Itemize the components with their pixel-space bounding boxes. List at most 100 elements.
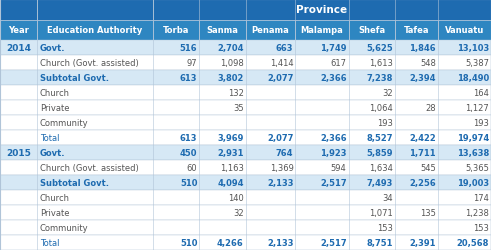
Text: 1,064: 1,064 bbox=[369, 104, 393, 113]
Bar bbox=[0, 175, 491, 190]
Text: Subtotal Govt.: Subtotal Govt. bbox=[40, 178, 109, 187]
Text: 5,387: 5,387 bbox=[465, 59, 489, 68]
Text: 19,003: 19,003 bbox=[457, 178, 489, 187]
Text: Year: Year bbox=[8, 26, 29, 35]
Text: 193: 193 bbox=[377, 119, 393, 128]
Text: 1,923: 1,923 bbox=[320, 148, 347, 158]
Text: 2015: 2015 bbox=[6, 148, 31, 158]
Text: 594: 594 bbox=[331, 164, 347, 172]
Text: Education Authority: Education Authority bbox=[47, 26, 142, 35]
Text: Total: Total bbox=[40, 134, 59, 142]
Text: 1,127: 1,127 bbox=[465, 104, 489, 113]
Text: Private: Private bbox=[40, 104, 69, 113]
Bar bbox=[153, 0, 491, 20]
Bar bbox=[199, 20, 246, 41]
Bar bbox=[395, 20, 438, 41]
Text: 1,711: 1,711 bbox=[409, 148, 436, 158]
Text: 7,238: 7,238 bbox=[367, 74, 393, 83]
Text: 1,613: 1,613 bbox=[369, 59, 393, 68]
Text: 20,568: 20,568 bbox=[457, 238, 489, 247]
Text: 764: 764 bbox=[276, 148, 294, 158]
Bar bbox=[0, 101, 491, 116]
Text: 60: 60 bbox=[187, 164, 197, 172]
Bar bbox=[37, 0, 153, 20]
Bar bbox=[0, 205, 491, 220]
Text: Church (Govt. assisted): Church (Govt. assisted) bbox=[40, 164, 138, 172]
Text: 7,493: 7,493 bbox=[367, 178, 393, 187]
Text: 2,133: 2,133 bbox=[267, 178, 294, 187]
Text: 2,931: 2,931 bbox=[218, 148, 244, 158]
Text: 193: 193 bbox=[473, 119, 489, 128]
Text: Vanuatu: Vanuatu bbox=[445, 26, 484, 35]
Text: 1,098: 1,098 bbox=[220, 59, 244, 68]
Text: 1,634: 1,634 bbox=[369, 164, 393, 172]
Text: 5,625: 5,625 bbox=[366, 44, 393, 53]
Text: 2,366: 2,366 bbox=[320, 74, 347, 83]
Text: 1,749: 1,749 bbox=[320, 44, 347, 53]
Bar bbox=[0, 235, 491, 250]
Bar bbox=[0, 116, 491, 130]
Text: 1,414: 1,414 bbox=[270, 59, 294, 68]
Text: 5,859: 5,859 bbox=[366, 148, 393, 158]
Text: 2,256: 2,256 bbox=[409, 178, 436, 187]
Text: 617: 617 bbox=[330, 59, 347, 68]
Text: Torba: Torba bbox=[163, 26, 190, 35]
Text: Total: Total bbox=[40, 238, 59, 247]
Text: 663: 663 bbox=[276, 44, 294, 53]
Text: Subtotal Govt.: Subtotal Govt. bbox=[40, 74, 109, 83]
Bar bbox=[438, 20, 491, 41]
Bar bbox=[296, 20, 349, 41]
Text: Church: Church bbox=[40, 193, 70, 202]
Text: Community: Community bbox=[40, 119, 88, 128]
Text: 2,704: 2,704 bbox=[218, 44, 244, 53]
Text: 3,969: 3,969 bbox=[218, 134, 244, 142]
Text: 13,103: 13,103 bbox=[457, 44, 489, 53]
Text: 32: 32 bbox=[233, 208, 244, 217]
Text: 1,238: 1,238 bbox=[465, 208, 489, 217]
Text: 510: 510 bbox=[180, 178, 197, 187]
Text: 8,751: 8,751 bbox=[366, 238, 393, 247]
Text: 613: 613 bbox=[180, 74, 197, 83]
Text: 2,077: 2,077 bbox=[267, 74, 294, 83]
Text: 97: 97 bbox=[187, 59, 197, 68]
Text: 135: 135 bbox=[420, 208, 436, 217]
Text: 2,133: 2,133 bbox=[267, 238, 294, 247]
Bar bbox=[0, 160, 491, 175]
Bar bbox=[0, 20, 37, 41]
Text: 2,517: 2,517 bbox=[320, 238, 347, 247]
Text: 1,163: 1,163 bbox=[220, 164, 244, 172]
Bar bbox=[0, 56, 491, 71]
Text: 516: 516 bbox=[180, 44, 197, 53]
Text: Church (Govt. assisted): Church (Govt. assisted) bbox=[40, 59, 138, 68]
Bar bbox=[246, 20, 296, 41]
Text: 2014: 2014 bbox=[6, 44, 31, 53]
Text: Sanma: Sanma bbox=[207, 26, 239, 35]
Text: 2,391: 2,391 bbox=[409, 238, 436, 247]
Text: Province: Province bbox=[297, 5, 348, 15]
Text: 1,369: 1,369 bbox=[270, 164, 294, 172]
Text: 613: 613 bbox=[180, 134, 197, 142]
Text: 35: 35 bbox=[233, 104, 244, 113]
Text: 450: 450 bbox=[180, 148, 197, 158]
Text: Shefa: Shefa bbox=[358, 26, 385, 35]
Text: Private: Private bbox=[40, 208, 69, 217]
Bar bbox=[0, 220, 491, 235]
Text: 34: 34 bbox=[382, 193, 393, 202]
Text: 3,802: 3,802 bbox=[218, 74, 244, 83]
Text: 2,366: 2,366 bbox=[320, 134, 347, 142]
Bar bbox=[349, 20, 395, 41]
Text: 164: 164 bbox=[473, 89, 489, 98]
Text: 140: 140 bbox=[228, 193, 244, 202]
Text: Penama: Penama bbox=[252, 26, 290, 35]
Text: 153: 153 bbox=[377, 223, 393, 232]
Bar bbox=[0, 190, 491, 205]
Text: 545: 545 bbox=[420, 164, 436, 172]
Bar bbox=[0, 130, 491, 146]
Text: 548: 548 bbox=[420, 59, 436, 68]
Bar bbox=[0, 41, 491, 56]
Bar bbox=[0, 146, 491, 160]
Text: 2,394: 2,394 bbox=[409, 74, 436, 83]
Text: 28: 28 bbox=[425, 104, 436, 113]
Text: 2,517: 2,517 bbox=[320, 178, 347, 187]
Text: 1,846: 1,846 bbox=[409, 44, 436, 53]
